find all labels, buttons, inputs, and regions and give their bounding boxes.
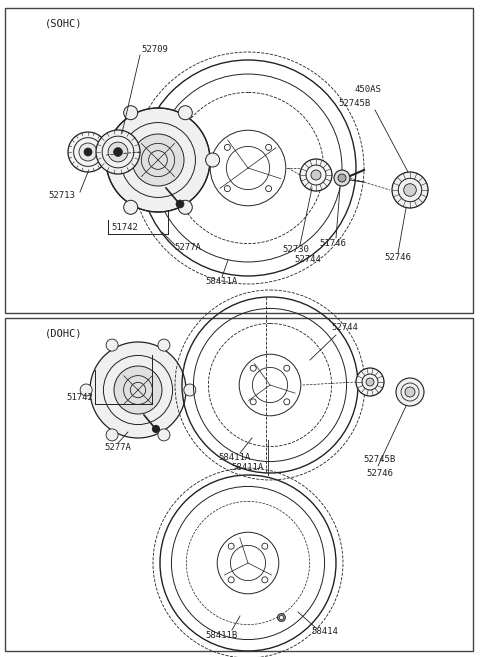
Circle shape — [176, 200, 184, 208]
Text: 52746: 52746 — [367, 470, 394, 478]
Circle shape — [265, 186, 272, 192]
Bar — [5, 318, 473, 651]
Text: 58411B: 58411B — [206, 631, 238, 639]
Bar — [5, 8, 473, 313]
Circle shape — [284, 399, 290, 405]
Circle shape — [262, 577, 268, 583]
Circle shape — [205, 153, 219, 167]
Circle shape — [334, 170, 350, 186]
Text: 5277A: 5277A — [105, 443, 132, 453]
Circle shape — [106, 429, 118, 441]
Text: 52745B: 52745B — [339, 99, 371, 108]
Text: 5277A: 5277A — [175, 244, 202, 252]
Circle shape — [356, 368, 384, 396]
Circle shape — [158, 339, 170, 351]
Circle shape — [250, 365, 256, 371]
Circle shape — [132, 134, 184, 186]
Text: 52744: 52744 — [295, 256, 322, 265]
Circle shape — [396, 378, 424, 406]
Text: 52709: 52709 — [142, 45, 168, 55]
Circle shape — [96, 153, 110, 167]
Circle shape — [114, 148, 122, 156]
Circle shape — [106, 339, 118, 351]
Text: (DOHC): (DOHC) — [45, 329, 83, 339]
Circle shape — [124, 200, 138, 214]
Circle shape — [338, 174, 346, 182]
Circle shape — [114, 366, 162, 414]
Circle shape — [124, 106, 138, 120]
Circle shape — [224, 145, 230, 150]
Circle shape — [108, 142, 128, 162]
Circle shape — [79, 143, 97, 161]
Circle shape — [178, 106, 192, 120]
Text: 450AS: 450AS — [355, 85, 382, 95]
Text: 51742: 51742 — [67, 394, 94, 403]
Text: 52713: 52713 — [48, 191, 75, 200]
Text: (SOHC): (SOHC) — [45, 19, 83, 29]
Circle shape — [228, 543, 234, 549]
Circle shape — [405, 387, 415, 397]
Circle shape — [300, 159, 332, 191]
Circle shape — [106, 108, 210, 212]
Circle shape — [178, 200, 192, 214]
Circle shape — [158, 429, 170, 441]
Circle shape — [311, 170, 321, 180]
Circle shape — [277, 614, 286, 622]
Circle shape — [96, 130, 140, 174]
Text: 52730: 52730 — [283, 246, 310, 254]
Circle shape — [90, 342, 186, 438]
Circle shape — [392, 172, 428, 208]
Circle shape — [404, 184, 416, 196]
Circle shape — [284, 365, 290, 371]
Circle shape — [153, 426, 159, 432]
Text: 52744: 52744 — [332, 323, 359, 332]
Circle shape — [68, 132, 108, 172]
Text: 58411A: 58411A — [206, 277, 238, 286]
Circle shape — [265, 145, 272, 150]
Text: 58411A: 58411A — [232, 463, 264, 472]
Circle shape — [228, 577, 234, 583]
Circle shape — [184, 384, 196, 396]
Text: 51746: 51746 — [320, 238, 347, 248]
Text: 58411A: 58411A — [219, 453, 251, 463]
Text: 52746: 52746 — [384, 254, 411, 263]
Circle shape — [84, 148, 92, 156]
Circle shape — [262, 543, 268, 549]
Circle shape — [224, 186, 230, 192]
Circle shape — [80, 384, 92, 396]
Text: 52745B: 52745B — [364, 455, 396, 464]
Circle shape — [250, 399, 256, 405]
Circle shape — [279, 616, 283, 620]
Circle shape — [366, 378, 374, 386]
Text: 58414: 58414 — [312, 627, 338, 637]
Text: 51742: 51742 — [111, 223, 138, 233]
